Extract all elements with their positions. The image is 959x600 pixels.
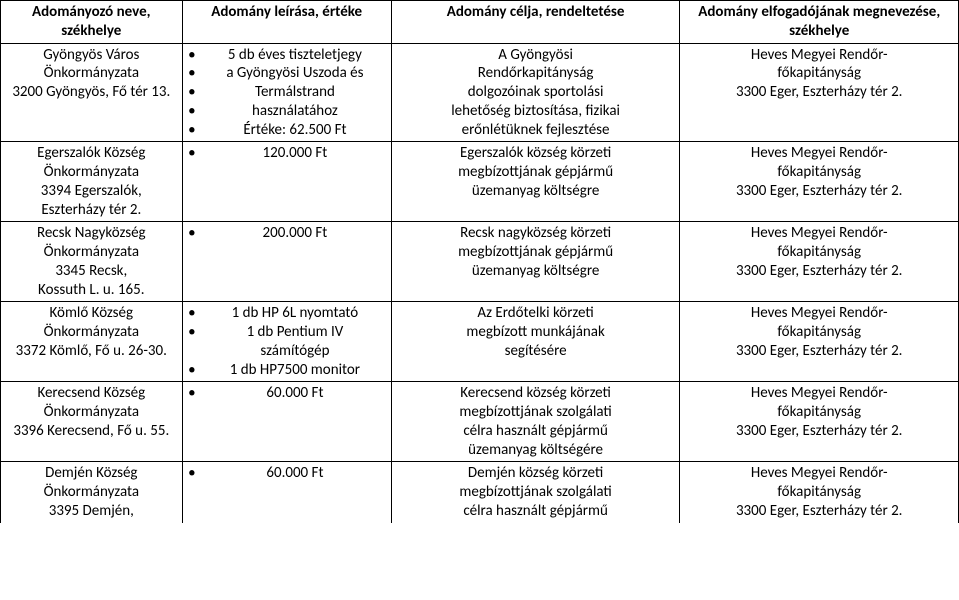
desc-item: 200.000 Ft xyxy=(187,224,387,243)
cell-description: 60.000 Ft xyxy=(182,462,391,523)
cell-purpose: Egerszalók község körzetimegbízottjának … xyxy=(391,142,680,222)
cell-purpose: A GyöngyösiRendőrkapitányságdolgozóinak … xyxy=(391,43,680,142)
table-header-row: Adományozó neve, székhelye Adomány leírá… xyxy=(1,1,959,44)
desc-item: 60.000 Ft xyxy=(187,384,387,403)
desc-item: 60.000 Ft xyxy=(187,464,387,483)
table-row: Kömlő KözségÖnkormányzata3372 Kömlő, Fő … xyxy=(1,302,959,382)
desc-item: 1 db Pentium IVszámítógép xyxy=(187,323,387,361)
cell-purpose: Az Erdőtelki körzetimegbízott munkájának… xyxy=(391,302,680,382)
cell-description: 120.000 Ft xyxy=(182,142,391,222)
desc-item: használatához xyxy=(187,102,387,121)
col-header-purpose: Adomány célja, rendeltetése xyxy=(391,1,680,44)
table-row: Gyöngyös VárosÖnkormányzata3200 Gyöngyös… xyxy=(1,43,959,142)
desc-item: 1 db HP 6L nyomtató xyxy=(187,304,387,323)
table-row: Egerszalók KözségÖnkormányzata3394 Egers… xyxy=(1,142,959,222)
desc-item: 1 db HP7500 monitor xyxy=(187,361,387,380)
cell-donor: Kerecsend KözségÖnkormányzata3396 Kerecs… xyxy=(1,382,183,462)
table-row: Demjén KözségÖnkormányzata3395 Demjén,60… xyxy=(1,462,959,523)
cell-recipient: Heves Megyei Rendőr-főkapitányság3300 Eg… xyxy=(680,142,959,222)
desc-item: 5 db éves tiszteletjegy xyxy=(187,46,387,65)
desc-item: 120.000 Ft xyxy=(187,144,387,163)
table-row: Recsk NagyközségÖnkormányzata3345 Recsk,… xyxy=(1,222,959,302)
cell-description: 60.000 Ft xyxy=(182,382,391,462)
col-header-desc: Adomány leírása, értéke xyxy=(182,1,391,44)
cell-donor: Recsk NagyközségÖnkormányzata3345 Recsk,… xyxy=(1,222,183,302)
desc-item: Értéke: 62.500 Ft xyxy=(187,121,387,140)
col-header-donor: Adományozó neve, székhelye xyxy=(1,1,183,44)
table-row: Kerecsend KözségÖnkormányzata3396 Kerecs… xyxy=(1,382,959,462)
cell-description: 200.000 Ft xyxy=(182,222,391,302)
cell-description: 5 db éves tiszteletjegya Gyöngyösi Uszod… xyxy=(182,43,391,142)
cell-recipient: Heves Megyei Rendőr-főkapitányság3300 Eg… xyxy=(680,462,959,523)
desc-item: Termálstrand xyxy=(187,83,387,102)
cell-purpose: Kerecsend község körzetimegbízottjának s… xyxy=(391,382,680,462)
cell-donor: Kömlő KözségÖnkormányzata3372 Kömlő, Fő … xyxy=(1,302,183,382)
desc-item: a Gyöngyösi Uszoda és xyxy=(187,64,387,83)
col-header-recipient: Adomány elfogadójának megnevezése, székh… xyxy=(680,1,959,44)
cell-recipient: Heves Megyei Rendőr-főkapitányság3300 Eg… xyxy=(680,382,959,462)
cell-purpose: Recsk nagyközség körzetimegbízottjának g… xyxy=(391,222,680,302)
cell-recipient: Heves Megyei Rendőr-főkapitányság3300 Eg… xyxy=(680,302,959,382)
cell-recipient: Heves Megyei Rendőr-főkapitányság3300 Eg… xyxy=(680,43,959,142)
cell-donor: Demjén KözségÖnkormányzata3395 Demjén, xyxy=(1,462,183,523)
cell-recipient: Heves Megyei Rendőr-főkapitányság3300 Eg… xyxy=(680,222,959,302)
cell-donor: Gyöngyös VárosÖnkormányzata3200 Gyöngyös… xyxy=(1,43,183,142)
cell-purpose: Demjén község körzetimegbízottjának szol… xyxy=(391,462,680,523)
donations-table: Adományozó neve, székhelye Adomány leírá… xyxy=(0,0,959,523)
cell-donor: Egerszalók KözségÖnkormányzata3394 Egers… xyxy=(1,142,183,222)
cell-description: 1 db HP 6L nyomtató1 db Pentium IVszámít… xyxy=(182,302,391,382)
